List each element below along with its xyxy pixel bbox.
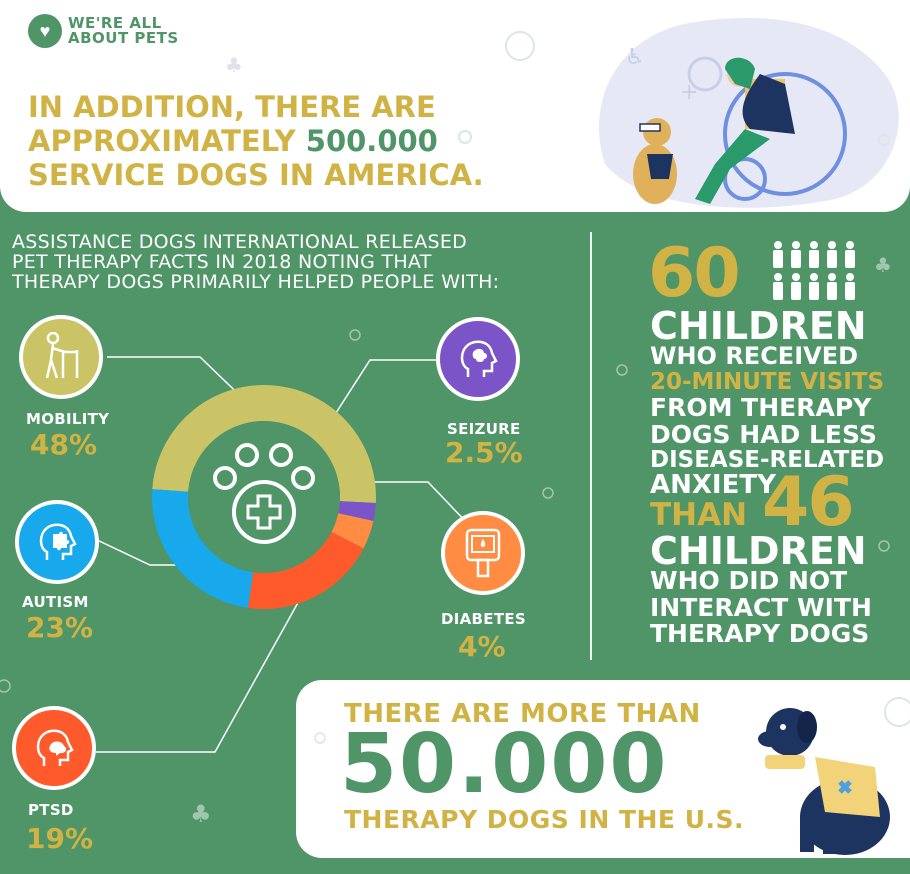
donut-slices — [152, 384, 377, 609]
stat-disease-related: DISEASE-RELATED — [650, 447, 885, 473]
ptsd-pct: 19% — [26, 822, 94, 855]
adi-intro-text: ASSISTANCE DOGS INTERNATIONAL RELEASED P… — [12, 232, 572, 292]
seizure-pct: 2.5% — [445, 436, 523, 469]
therapy-bottom-text: THERAPY DOGS IN THE U.S. — [344, 805, 745, 834]
paw-logo-icon: ♥ — [28, 14, 62, 48]
logo-line1: WE'RE ALL — [68, 14, 162, 32]
mobility-pct: 48% — [30, 428, 98, 461]
stat-20-minute-visits: 20-MINUTE VISITS — [650, 369, 885, 395]
mobility-label: MOBILITY — [26, 410, 110, 428]
donut-slice-diabetes — [331, 513, 374, 549]
stat-from-therapy: FROM THERAPY — [650, 393, 872, 422]
logo: ♥ WE'RE ALL ABOUT PETS — [28, 14, 179, 48]
headline-line3: SERVICE DOGS IN AMERICA. — [28, 158, 484, 192]
donut-slice-autism — [152, 489, 254, 608]
paw-medical-icon — [213, 443, 315, 544]
stat-dogs-had-less: DOGS HAD LESS — [650, 420, 877, 449]
logo-line2: ABOUT PETS — [68, 29, 179, 47]
adi-line3: THERAPY DOGS PRIMARILY HELPED PEOPLE WIT… — [12, 271, 500, 293]
puzzle-head-icon — [15, 500, 99, 584]
svg-text:+: + — [680, 80, 698, 105]
glucose-meter-icon — [441, 511, 525, 595]
head-stress-icon — [12, 706, 96, 790]
people-group-icon — [773, 241, 855, 300]
stat-therapy-dogs: THERAPY DOGS — [650, 619, 870, 648]
svg-text:♣: ♣ — [874, 253, 892, 277]
walker-icon — [19, 315, 103, 399]
stat-number-46: 46 — [762, 463, 855, 542]
stat-children-2: CHILDREN — [650, 529, 867, 573]
vertical-divider — [590, 232, 592, 660]
stat-who-did-not: WHO DID NOT — [650, 566, 848, 595]
wheelchair-dog-illustration: + ♿ — [599, 17, 899, 208]
diabetes-label: DIABETES — [441, 610, 527, 628]
ptsd-label: PTSD — [28, 801, 74, 819]
headline-line1: IN ADDITION, THERE ARE — [28, 90, 436, 124]
svg-text:♿: ♿ — [625, 45, 645, 70]
conditions-donut-chart — [152, 384, 377, 609]
top-card: ♥ WE'RE ALL ABOUT PETS IN ADDITION, THER… — [0, 0, 910, 212]
brain-head-icon — [436, 317, 520, 401]
seizure-label: SEIZURE — [447, 420, 521, 438]
headline-highlight-number: 500.000 — [305, 124, 438, 158]
donut-slice-mobility — [152, 384, 377, 503]
diabetes-pct: 4% — [458, 630, 506, 663]
svg-text:♣: ♣ — [190, 800, 212, 828]
logo-text: WE'RE ALL ABOUT PETS — [68, 16, 179, 46]
stat-children-1: CHILDREN — [650, 304, 867, 348]
stat-interact-with: INTERACT WITH — [650, 593, 872, 622]
stat-who-received: WHO RECEIVED — [650, 342, 859, 370]
autism-pct: 23% — [26, 611, 94, 644]
donut-slice-ptsd — [248, 531, 364, 609]
adi-line2: PET THERAPY FACTS IN 2018 NOTING THAT — [12, 251, 432, 273]
therapy-top-text: THERE ARE MORE THAN — [344, 699, 701, 729]
autism-label: AUTISM — [22, 593, 89, 611]
service-dogs-headline: IN ADDITION, THERE ARE APPROXIMATELY 500… — [28, 90, 498, 192]
headline-line2-prefix: APPROXIMATELY — [28, 124, 306, 158]
stat-anxiety: ANXIETY — [650, 470, 776, 500]
therapy-number: 50.000 — [340, 717, 669, 812]
donut-slice-seizure — [338, 501, 376, 522]
stat-number-60: 60 — [648, 234, 741, 313]
stat-than: THAN — [650, 497, 748, 533]
adi-line1: ASSISTANCE DOGS INTERNATIONAL RELEASED — [12, 231, 468, 253]
